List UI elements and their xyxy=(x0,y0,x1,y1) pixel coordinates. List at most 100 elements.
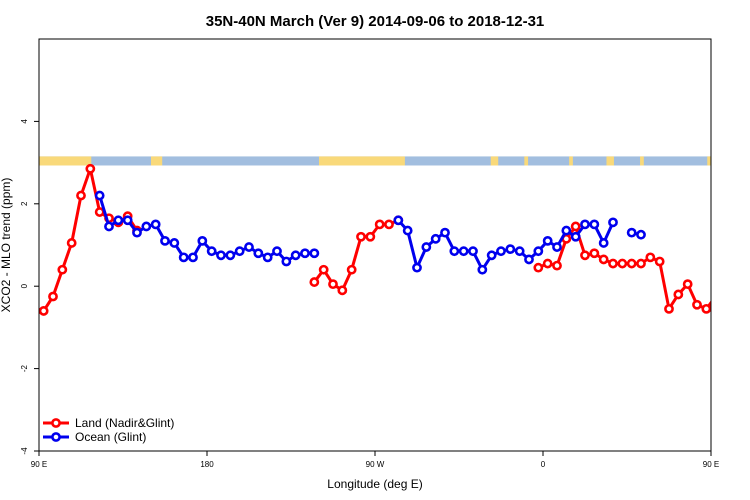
data-point xyxy=(225,250,236,261)
data-point xyxy=(346,264,357,275)
data-point xyxy=(589,219,600,230)
y-axis: -4 -2 0 2 4 xyxy=(20,119,39,455)
data-point xyxy=(533,262,544,273)
data-point xyxy=(272,246,282,257)
data-point xyxy=(552,260,562,271)
data-point xyxy=(524,254,534,265)
data-point xyxy=(188,252,198,263)
data-point xyxy=(384,219,394,230)
data-point xyxy=(589,248,600,259)
data-point xyxy=(169,238,180,248)
x-tick-label: 90 E xyxy=(31,460,47,469)
data-point xyxy=(701,303,711,314)
band-land-segment xyxy=(640,156,644,166)
data-point xyxy=(421,242,432,252)
band-land-segment xyxy=(606,156,614,166)
data-point xyxy=(440,227,450,238)
data-point xyxy=(654,256,665,267)
data-point xyxy=(598,238,609,248)
data-point xyxy=(682,279,693,290)
data-point xyxy=(580,250,590,261)
data-point xyxy=(514,246,525,257)
band-land-segment xyxy=(39,156,92,166)
data-point xyxy=(76,190,86,201)
data-point xyxy=(636,229,646,240)
data-point xyxy=(150,219,161,230)
data-point xyxy=(533,246,544,257)
band-land-segment xyxy=(490,156,499,166)
band-land-segment xyxy=(569,156,573,166)
data-point xyxy=(636,258,646,269)
data-point xyxy=(402,225,413,236)
data-point xyxy=(608,217,618,228)
data-point xyxy=(132,227,142,238)
data-point xyxy=(477,264,488,275)
series-land xyxy=(39,163,747,316)
data-point xyxy=(178,252,189,263)
x-tick-label: 90 W xyxy=(366,460,385,469)
data-point xyxy=(740,192,747,199)
data-point xyxy=(412,262,422,273)
data-point xyxy=(626,227,637,238)
legend-label: Ocean (Glint) xyxy=(75,430,146,444)
data-point xyxy=(393,215,404,226)
data-point xyxy=(309,277,320,287)
data-point xyxy=(570,231,581,242)
data-point xyxy=(710,295,711,298)
data-point xyxy=(48,291,58,302)
series-ocean xyxy=(94,190,646,275)
data-point xyxy=(253,248,264,259)
data-point xyxy=(206,246,217,257)
data-point xyxy=(598,254,609,265)
data-point xyxy=(721,266,728,273)
data-point xyxy=(57,264,68,275)
y-tick-label: 2 xyxy=(20,201,29,206)
data-point xyxy=(561,225,572,236)
x-tick-label: 0 xyxy=(541,460,546,469)
data-point xyxy=(486,250,497,261)
data-point xyxy=(430,233,441,244)
band-land-segment xyxy=(319,156,405,166)
x-tick-label: 90 E xyxy=(703,460,719,469)
data-point xyxy=(608,258,618,269)
data-point xyxy=(290,250,301,261)
legend-marker xyxy=(51,418,61,428)
legend: Land (Nadir&Glint)Ocean (Glint) xyxy=(43,416,174,444)
plot-series xyxy=(39,163,747,316)
data-point xyxy=(449,246,460,257)
data-point xyxy=(365,231,376,242)
chart-title: 35N-40N March (Ver 9) 2014-09-06 to 2018… xyxy=(206,13,545,30)
data-point xyxy=(328,279,338,290)
band-land-segment xyxy=(151,156,163,166)
data-point xyxy=(160,235,170,246)
x-tick-label: 180 xyxy=(200,460,214,469)
data-point xyxy=(664,303,674,314)
data-point xyxy=(458,246,469,257)
y-tick-label: 4 xyxy=(20,119,29,124)
y-axis-label: XCO2 - MLO trend (ppm) xyxy=(0,178,13,313)
data-point xyxy=(645,252,656,263)
y-tick-label: -2 xyxy=(20,364,29,372)
data-point xyxy=(300,248,310,259)
data-point xyxy=(122,215,133,226)
band-land-segment xyxy=(524,156,529,166)
series-line xyxy=(42,167,139,312)
data-point xyxy=(113,215,124,226)
data-point xyxy=(262,252,273,263)
data-point xyxy=(542,235,553,246)
legend-label: Land (Nadir&Glint) xyxy=(75,416,174,430)
data-point xyxy=(542,258,553,269)
data-point xyxy=(94,190,105,201)
data-point xyxy=(281,256,292,267)
data-point xyxy=(141,221,152,232)
x-axis-label: Longitude (deg E) xyxy=(327,477,422,491)
data-point xyxy=(626,258,637,269)
data-point xyxy=(580,219,590,230)
data-point xyxy=(318,264,329,275)
data-point xyxy=(374,219,385,230)
data-point xyxy=(216,250,226,261)
data-point xyxy=(197,235,208,246)
data-point xyxy=(692,299,702,310)
y-tick-label: -4 xyxy=(20,447,29,455)
